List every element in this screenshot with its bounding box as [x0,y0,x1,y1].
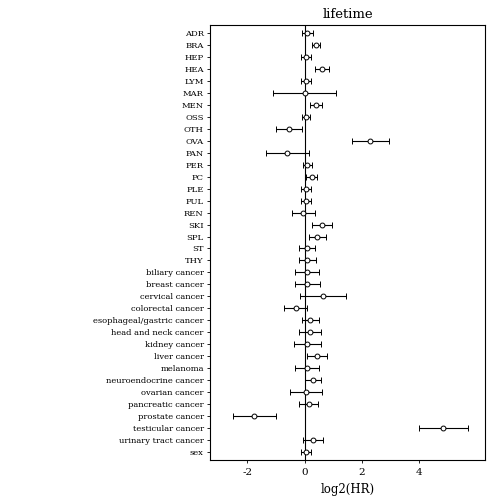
X-axis label: log2(HR): log2(HR) [320,483,374,496]
Title: lifetime: lifetime [322,8,373,21]
